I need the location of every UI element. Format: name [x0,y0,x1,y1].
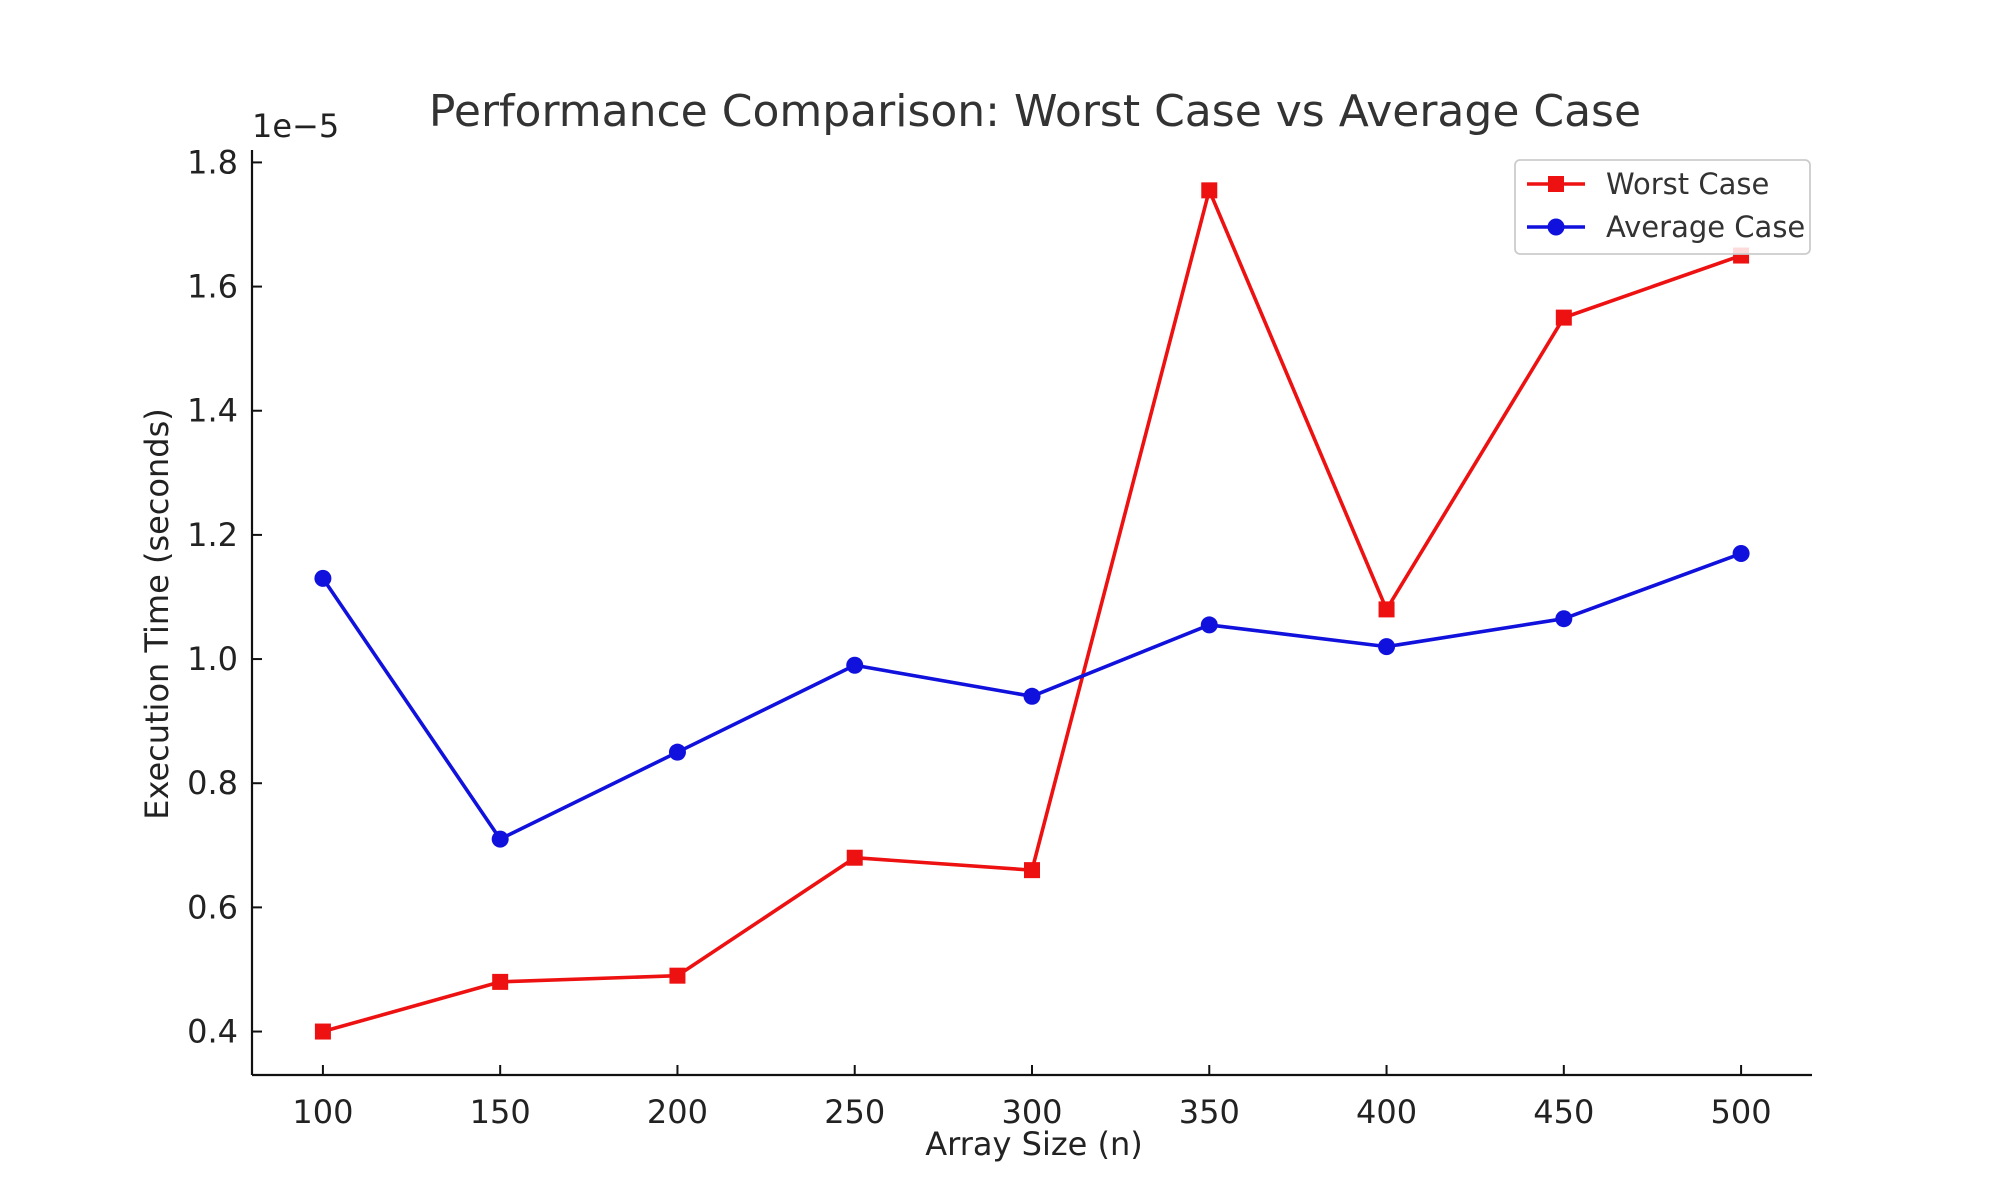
legend-box [1514,159,1811,255]
data-point-circle [1200,616,1218,634]
data-point-circle [1732,545,1750,563]
y-tick-label: 0.8 [187,764,238,802]
y-tick-label: 1.0 [187,640,238,678]
y-tick-label: 1.6 [187,268,238,306]
data-point-circle [491,830,509,848]
data-point-square [669,967,686,984]
data-point-square [1555,309,1572,326]
x-tick-label: 250 [824,1093,885,1131]
y-axis-offset-label: 1e−5 [252,107,339,145]
data-point-circle [668,743,686,761]
chart-title: Performance Comparison: Worst Case vs Av… [429,86,1641,137]
x-tick-label: 350 [1179,1093,1240,1131]
x-axis-label: Array Size (n) [925,1125,1142,1163]
x-tick-label: 500 [1711,1093,1772,1131]
y-tick-label: 1.2 [187,516,238,554]
x-tick-label: 300 [1001,1093,1062,1131]
x-tick-label: 150 [470,1093,531,1131]
y-tick-label: 1.8 [187,143,238,181]
data-point-square [1024,862,1040,879]
x-tick-label: 450 [1533,1093,1594,1131]
y-tick-label: 0.6 [187,888,238,926]
x-tick-label: 100 [292,1093,353,1131]
data-point-square [492,973,509,990]
legend-label: Average Case [1606,210,1805,244]
y-tick-label: 1.4 [187,392,238,430]
data-point-circle [1023,687,1041,705]
y-ticks: 0.4 0.6 0.8 1.0 1.2 1.4 1.6 1.8 [187,143,262,1051]
x-tick-label: 400 [1356,1093,1417,1131]
x-tick-label: 200 [647,1093,708,1131]
data-point-square [1378,601,1395,618]
series-average-case [314,545,1750,848]
series-layer [314,182,1750,1040]
legend-label: Worst Case [1606,167,1769,201]
data-point-circle [846,656,864,674]
data-point-circle [1555,610,1573,628]
data-point-circle [314,569,332,587]
x-ticks: 100 150 200 250 300 350 400 450 500 [292,1065,1772,1131]
legend-marker-circle [1547,218,1565,236]
data-point-square [1201,182,1218,199]
data-point-square [846,849,863,866]
y-tick-label: 0.4 [187,1013,238,1051]
series-line [322,188,1742,1034]
y-axis-label: Execution Time (seconds) [138,408,176,819]
legend-marker-square [1548,176,1564,192]
legend: Worst Case Average Case [1514,159,1811,255]
data-point-square [314,1023,331,1040]
data-point-circle [1378,638,1396,656]
series-worst-case [314,182,1750,1040]
